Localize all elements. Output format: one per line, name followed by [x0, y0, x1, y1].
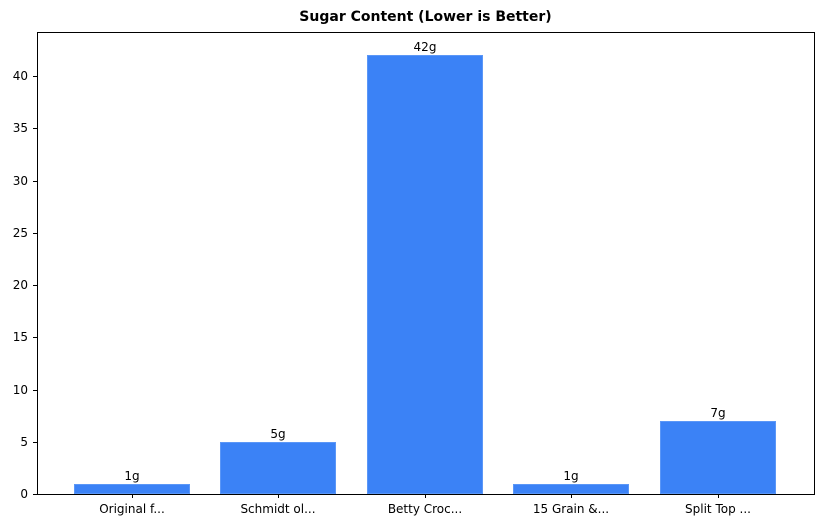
bar-value-label: 5g — [270, 426, 286, 441]
x-tick-label: Split Top ... — [685, 502, 751, 516]
x-tick-mark — [132, 494, 133, 498]
y-tick-mark — [33, 389, 37, 391]
x-tick-label: Original f... — [99, 502, 165, 516]
y-tick-mark — [33, 180, 37, 182]
y-tick-label: 40 — [12, 69, 28, 83]
plot-area — [37, 32, 815, 495]
x-tick-mark — [425, 494, 426, 498]
bar-value-label: 42g — [413, 40, 437, 55]
bar — [74, 483, 190, 494]
bar-value-label: 1g — [124, 468, 140, 483]
y-tick-mark — [33, 285, 37, 286]
y-tick-label: 30 — [12, 173, 28, 188]
x-tick-mark — [571, 494, 572, 498]
x-tick-label: 15 Grain &... — [532, 502, 610, 516]
x-tick-label: Betty Croc... — [387, 502, 463, 516]
x-tick-mark — [278, 494, 279, 498]
bar — [367, 55, 483, 494]
y-tick-mark — [33, 128, 37, 130]
y-tick-mark — [33, 232, 37, 234]
y-tick-mark — [33, 76, 37, 77]
y-tick-label: 0 — [20, 487, 28, 501]
y-tick-label: 5 — [20, 434, 28, 449]
bar-value-label: 1g — [563, 468, 579, 483]
x-tick-label: Schmidt ol... — [240, 502, 316, 516]
y-tick-mark — [33, 337, 37, 339]
bar — [220, 441, 336, 494]
y-tick-label: 10 — [12, 382, 28, 397]
bar — [513, 483, 629, 494]
y-tick-label: 15 — [12, 330, 28, 345]
y-tick-label: 25 — [12, 225, 28, 240]
y-tick-mark — [33, 441, 37, 443]
y-tick-label: 35 — [12, 121, 28, 136]
chart-title: Sugar Content (Lower is Better) — [299, 9, 552, 25]
bar-value-label: 7g — [710, 405, 726, 420]
y-tick-mark — [33, 494, 37, 495]
x-tick-mark — [718, 494, 719, 498]
bar — [660, 420, 776, 494]
y-tick-label: 20 — [12, 278, 28, 292]
